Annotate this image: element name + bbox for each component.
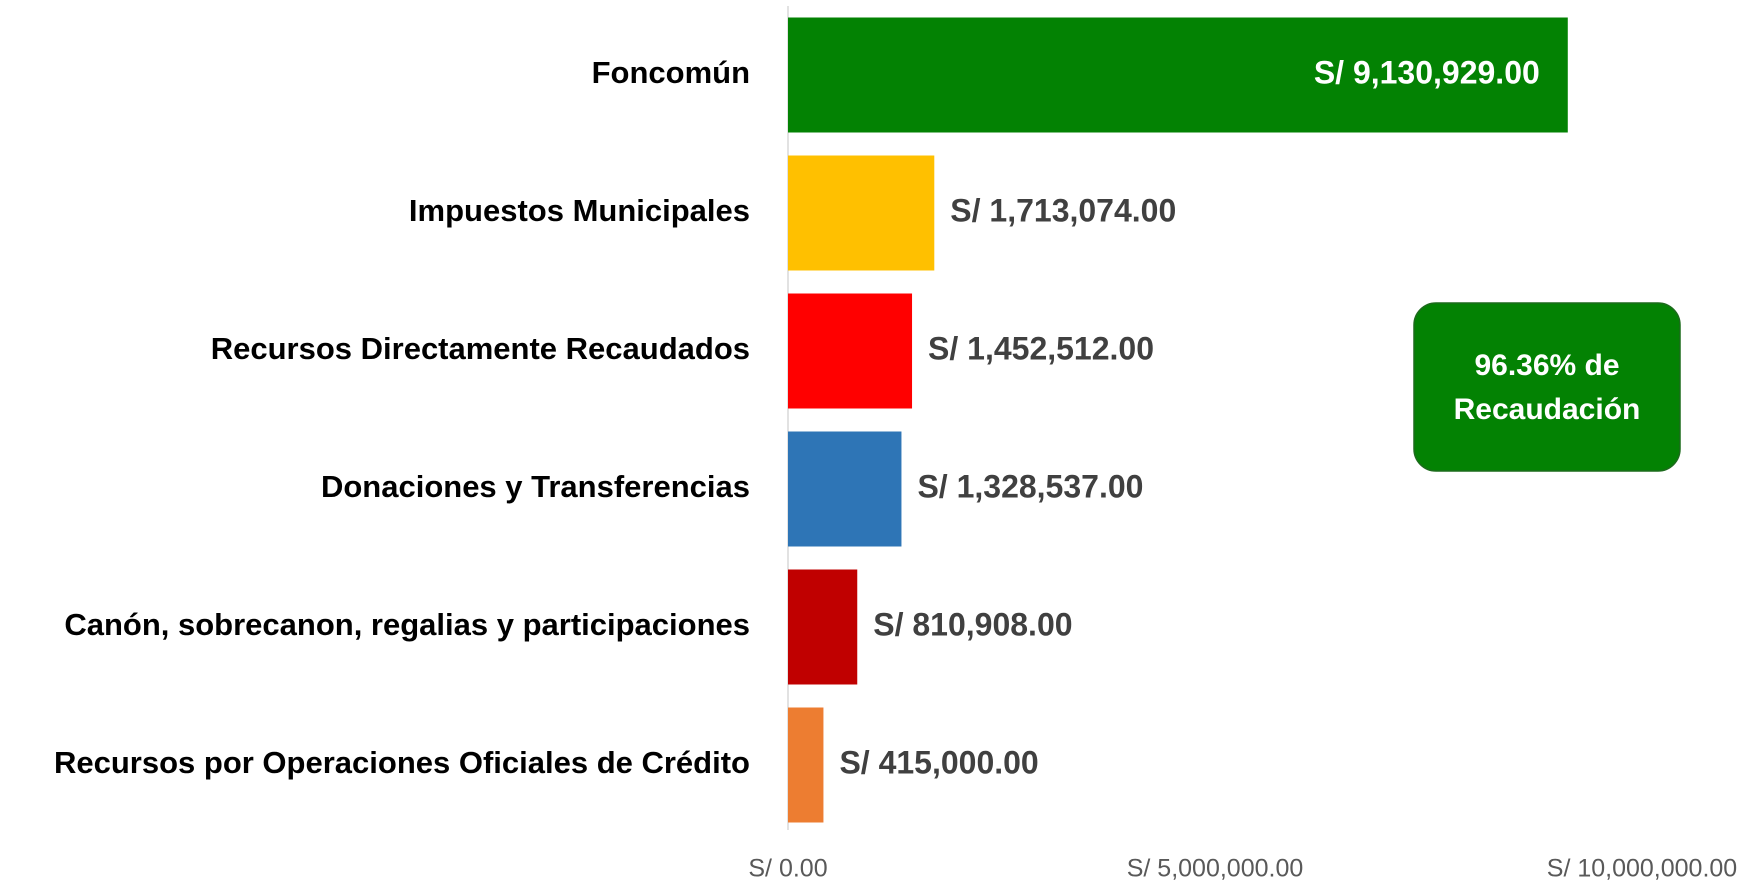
bar <box>788 707 824 823</box>
value-label: S/ 1,452,512.00 <box>928 330 1154 366</box>
x-tick-label: S/ 10,000,000.00 <box>1547 855 1737 883</box>
category-label: Recursos Directamente Recaudados <box>211 331 750 366</box>
annotation-text: 96.36% de <box>1474 349 1619 382</box>
annotation-box: 96.36% de Recaudación <box>1413 302 1681 472</box>
category-label: Foncomún <box>592 55 750 90</box>
bar <box>788 155 935 271</box>
category-label: Canón, sobrecanon, regalias y participac… <box>64 607 750 642</box>
value-label: S/ 1,713,074.00 <box>950 192 1176 228</box>
value-label: S/ 415,000.00 <box>839 744 1038 780</box>
bar <box>788 569 858 685</box>
value-label: S/ 9,130,929.00 <box>1314 54 1540 90</box>
annotation-background <box>1413 302 1681 472</box>
bar <box>788 17 1568 133</box>
value-label: S/ 810,908.00 <box>873 606 1072 642</box>
value-label: S/ 1,328,537.00 <box>917 468 1143 504</box>
category-label: Impuestos Municipales <box>409 193 750 228</box>
category-label: Recursos por Operaciones Oficiales de Cr… <box>54 745 750 780</box>
bar <box>788 431 902 547</box>
x-tick-label: S/ 0.00 <box>748 855 827 883</box>
bar <box>788 293 913 409</box>
annotation-text: Recaudación <box>1454 393 1641 426</box>
category-label: Donaciones y Transferencias <box>321 469 750 504</box>
x-tick-label: S/ 5,000,000.00 <box>1127 855 1304 883</box>
